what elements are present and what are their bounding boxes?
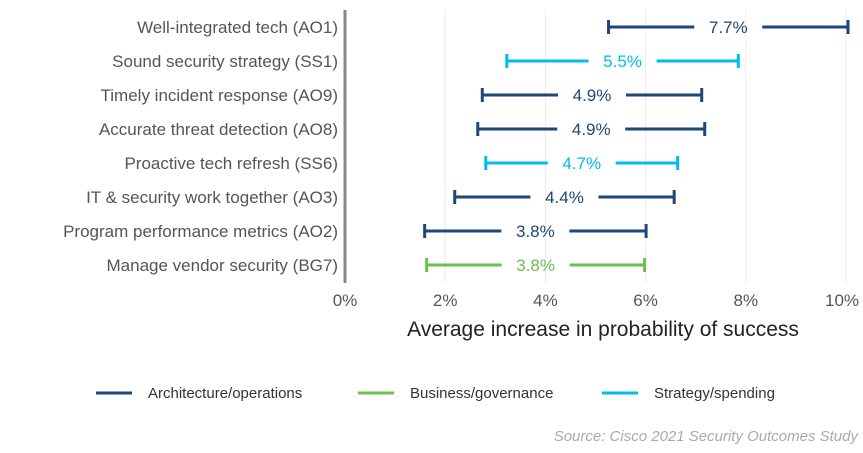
category-label: Manage vendor security (BG7): [107, 256, 339, 275]
category-label: Accurate threat detection (AO8): [99, 120, 338, 139]
x-tick-label: 10%: [825, 291, 859, 310]
value-label: 4.4%: [545, 188, 584, 207]
x-tick-labels: 0% 2% 4% 6% 8% 10%: [333, 291, 859, 310]
value-label: 7.7%: [709, 18, 748, 37]
category-label: Proactive tech refresh (SS6): [124, 154, 338, 173]
category-label: Timely incident response (AO9): [101, 86, 338, 105]
value-label: 4.7%: [562, 154, 601, 173]
gridlines: [444, 10, 847, 283]
value-label: 5.5%: [603, 52, 642, 71]
x-tick-label: 0%: [333, 291, 358, 310]
legend-item: Architecture/operations: [96, 385, 302, 402]
legend-label: Architecture/operations: [148, 385, 302, 402]
value-label: 3.8%: [516, 222, 555, 241]
interval-row: IT & security work together (AO3) 4.4%: [86, 188, 676, 207]
legend-label: Business/governance: [410, 385, 553, 402]
interval-row: Program performance metrics (AO2) 3.8%: [63, 222, 648, 241]
interval-row: Timely incident response (AO9) 4.9%: [101, 86, 704, 105]
legend-item: Strategy/spending: [602, 385, 775, 402]
legend-item: Business/governance: [358, 385, 553, 402]
interval-row: Sound security strategy (SS1) 5.5%: [112, 52, 740, 71]
interval-row: Manage vendor security (BG7) 3.8%: [107, 256, 647, 275]
category-label: IT & security work together (AO3): [86, 188, 338, 207]
value-label: 4.9%: [573, 86, 612, 105]
category-label: Sound security strategy (SS1): [112, 52, 338, 71]
interval-rows: Well-integrated tech (AO1) 7.7% Sound secu…: [63, 18, 850, 275]
x-tick-label: 6%: [633, 291, 658, 310]
category-label: Well-integrated tech (AO1): [137, 18, 338, 37]
x-axis-title: Average increase in probability of succe…: [407, 318, 799, 341]
x-tick-label: 8%: [734, 291, 759, 310]
x-tick-label: 4%: [533, 291, 558, 310]
legend: Architecture/operations Business/governan…: [96, 385, 775, 402]
source-note: Source: Cisco 2021 Security Outcomes Stu…: [554, 428, 860, 445]
value-label: 3.8%: [516, 256, 555, 275]
interval-row: Well-integrated tech (AO1) 7.7%: [137, 18, 850, 37]
category-label: Program performance metrics (AO2): [63, 222, 338, 241]
interval-row: Proactive tech refresh (SS6) 4.7%: [124, 154, 680, 173]
interval-row: Accurate threat detection (AO8) 4.9%: [99, 120, 707, 139]
x-tick-label: 2%: [433, 291, 458, 310]
legend-label: Strategy/spending: [654, 385, 775, 402]
value-label: 4.9%: [572, 120, 611, 139]
